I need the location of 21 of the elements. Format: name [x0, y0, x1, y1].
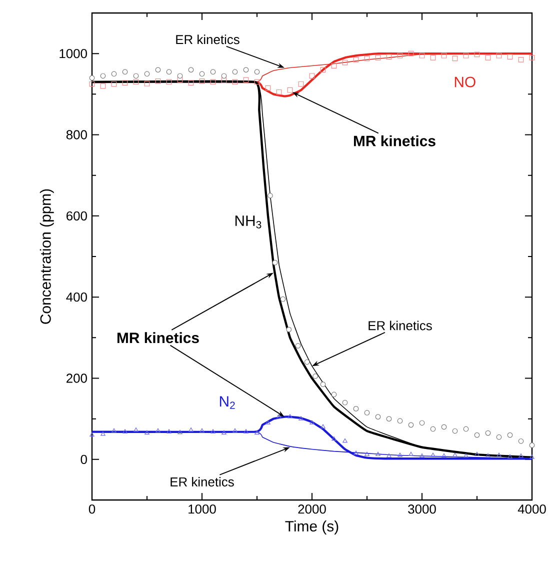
x-tick-label: 2000 [298, 504, 326, 514]
annotation: MR kinetics [117, 332, 199, 344]
y-axis-title: Concentration (ppm) [40, 189, 54, 324]
annotation: MR kinetics [354, 135, 436, 146]
x-tick-label: 0 [88, 504, 96, 514]
y-tick-label: 1000 [60, 48, 87, 58]
x-tick-label: 4000 [518, 504, 546, 514]
series-label: NH$_{3}$ [235, 216, 262, 228]
x-tick-label: 1000 [188, 504, 216, 514]
series-label: N$_{2}$ [220, 396, 235, 409]
y-tick-label: 400 [66, 292, 87, 302]
y-tick-label: 600 [66, 211, 87, 220]
x-tick-label: 3000 [408, 504, 436, 514]
annotation: ER kinetics [170, 476, 234, 486]
annotation: ER kinetics [176, 34, 240, 44]
y-tick-label: 800 [66, 130, 87, 140]
annotation: ER kinetics [368, 320, 432, 330]
y-tick-label: 0 [80, 454, 87, 464]
series-label: NO [454, 76, 476, 88]
y-tick-label: 200 [66, 374, 87, 383]
x-axis-title: Time (s) [285, 520, 338, 534]
